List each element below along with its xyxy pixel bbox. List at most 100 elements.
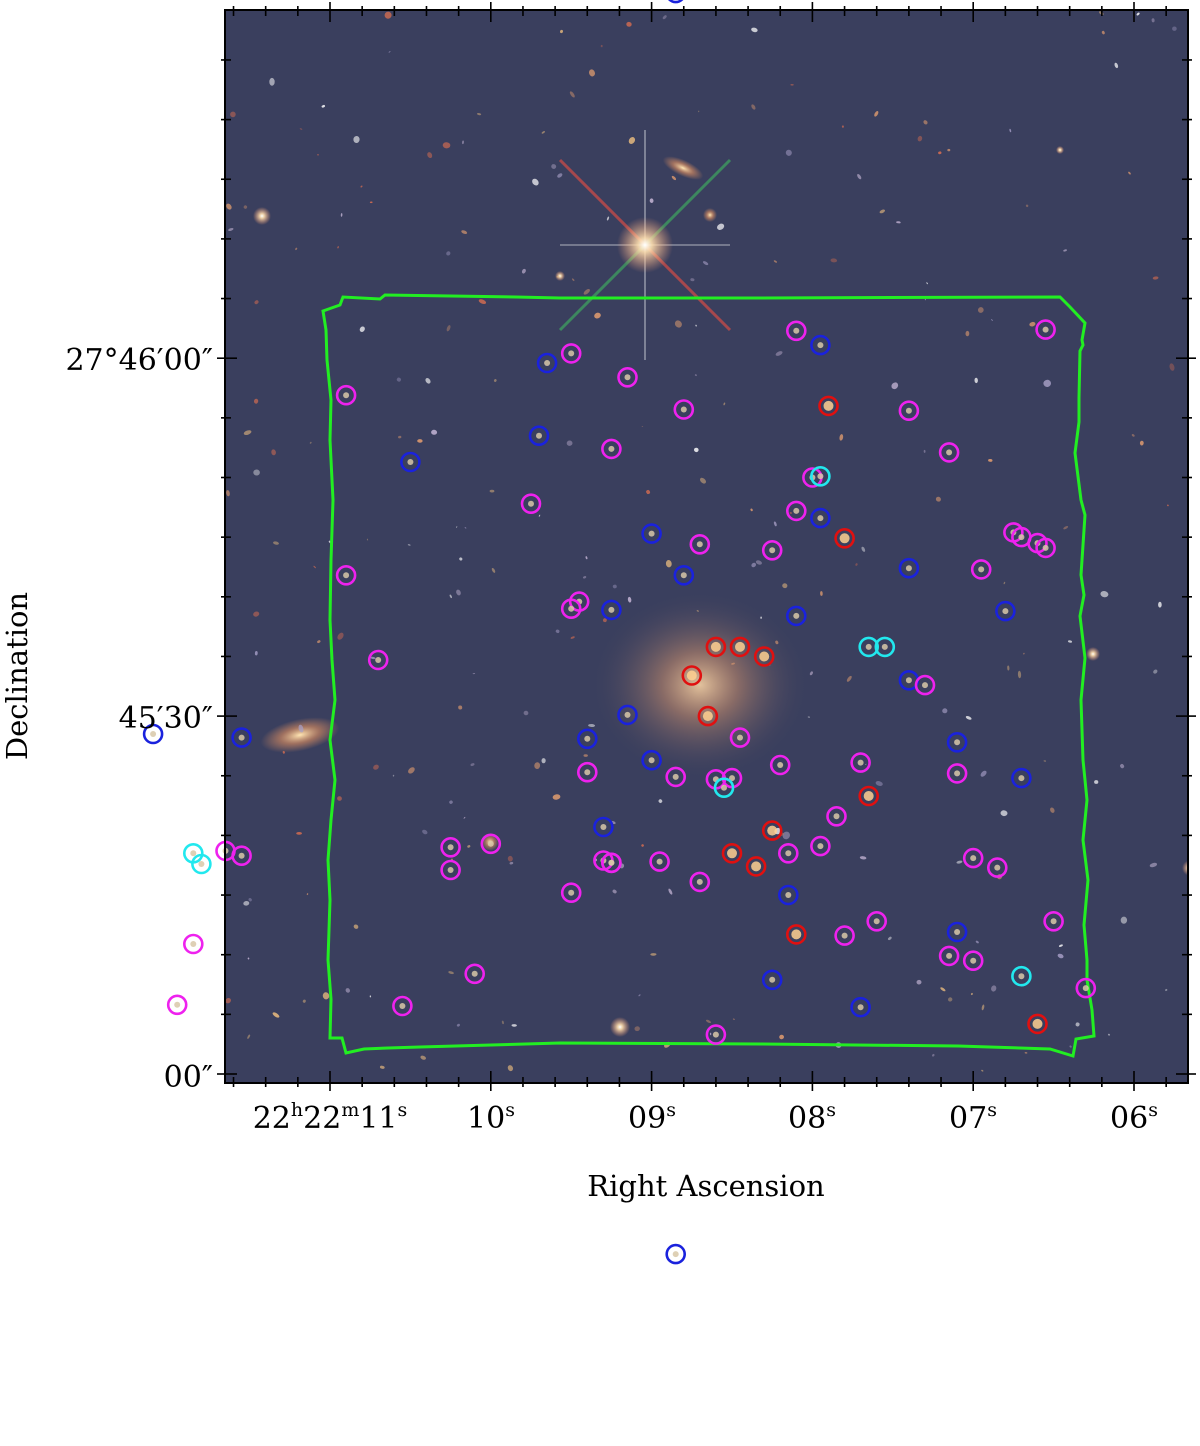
galaxy-core	[536, 432, 542, 439]
field-galaxy	[272, 1012, 280, 1018]
field-galaxy	[782, 583, 788, 589]
cluster-core-glow	[590, 590, 810, 780]
galaxy-core	[729, 775, 735, 782]
field-galaxy	[462, 140, 464, 145]
field-galaxy	[785, 149, 792, 156]
galaxy-core	[584, 735, 591, 742]
marker-magenta	[689, 533, 711, 555]
field-galaxy	[1136, 12, 1140, 16]
galaxy-core	[873, 918, 880, 925]
field-galaxy	[299, 128, 303, 130]
field-galaxy	[974, 377, 978, 384]
field-galaxy	[875, 781, 883, 786]
field-galaxy	[583, 288, 590, 295]
field-galaxy	[665, 560, 672, 568]
field-galaxy	[612, 889, 617, 894]
marker-magenta	[601, 438, 622, 460]
galaxy-core	[343, 392, 350, 399]
field-galaxy	[478, 299, 487, 304]
marker-blue	[946, 921, 968, 943]
field-galaxy	[407, 543, 411, 546]
field-galaxy	[521, 268, 526, 274]
galaxy-core	[624, 711, 631, 718]
field-galaxy	[942, 708, 948, 714]
field-galaxy	[1067, 640, 1073, 643]
star	[905, 1221, 915, 1231]
field-galaxy	[807, 716, 811, 718]
field-galaxy	[923, 449, 926, 453]
galaxy-core	[954, 929, 961, 935]
field-galaxy	[698, 110, 700, 113]
marker-magenta	[769, 754, 791, 776]
field-galaxy	[1017, 670, 1022, 679]
field-galaxy	[446, 325, 451, 332]
field-galaxy	[226, 203, 232, 210]
field-galaxy	[247, 957, 250, 960]
marker-red	[753, 646, 775, 667]
field-galaxy	[773, 521, 777, 527]
field-galaxy	[773, 260, 777, 263]
marker-magenta	[335, 384, 357, 406]
field-galaxy	[225, 998, 231, 1004]
galaxy-core	[1018, 775, 1025, 782]
galaxy-core	[946, 952, 953, 959]
field-galaxy	[1043, 379, 1051, 388]
field-galaxy	[589, 69, 595, 77]
marker-magenta	[673, 399, 695, 420]
marker-blue	[536, 352, 558, 374]
field-galaxy	[861, 546, 866, 552]
field-galaxy	[755, 560, 762, 565]
field-galaxy	[751, 562, 757, 568]
edge-galaxy	[260, 717, 340, 753]
field-galaxy	[459, 557, 463, 561]
marker-cyan	[810, 465, 831, 487]
field-galaxy	[298, 724, 304, 733]
field-galaxy	[709, 1032, 712, 1036]
field-galaxy	[243, 205, 248, 209]
galaxy-core	[1082, 985, 1089, 992]
galaxy-core	[791, 929, 802, 940]
galaxy-core	[190, 941, 197, 947]
galaxy-core	[865, 643, 872, 650]
field-galaxy	[1009, 128, 1012, 133]
marker-magenta	[970, 559, 992, 580]
field-galaxy	[384, 11, 392, 19]
marker-magenta	[777, 842, 799, 864]
field-galaxy	[477, 113, 482, 116]
field-galaxy	[273, 541, 279, 545]
marker-magenta	[914, 674, 936, 696]
marker-magenta	[1043, 910, 1064, 932]
top-galaxy	[662, 156, 704, 180]
field-galaxy	[463, 816, 466, 819]
star	[1056, 146, 1064, 154]
marker-red	[697, 705, 719, 727]
ra-tick-label-09s: 09s	[628, 1099, 676, 1136]
field-galaxy	[1114, 62, 1119, 69]
galaxy-core	[584, 769, 591, 776]
field-galaxy	[932, 1053, 935, 1057]
galaxy-core	[656, 858, 663, 865]
marker-magenta	[1035, 319, 1056, 340]
field-galaxies	[225, 11, 1177, 1072]
field-galaxy	[254, 300, 259, 305]
field-galaxy	[830, 258, 838, 263]
galaxy-core	[1032, 1018, 1043, 1029]
field-galaxy	[1063, 249, 1067, 252]
field-galaxy	[782, 831, 790, 840]
field-galaxy	[551, 164, 557, 169]
field-galaxy	[980, 770, 987, 777]
field-galaxy	[965, 330, 970, 337]
field-galaxy	[603, 618, 607, 623]
field-galaxy	[253, 611, 260, 617]
marker-magenta	[705, 1024, 727, 1045]
field-galaxy	[417, 439, 423, 443]
field-galaxy	[627, 596, 632, 603]
field-galaxy	[760, 616, 762, 619]
field-galaxy	[243, 430, 252, 436]
field-galaxy	[420, 1055, 426, 1060]
field-galaxy	[507, 855, 513, 862]
field-galaxy	[1128, 171, 1131, 175]
field-galaxy	[628, 137, 636, 144]
galaxy-core	[785, 850, 792, 857]
marker-magenta	[166, 994, 188, 1016]
